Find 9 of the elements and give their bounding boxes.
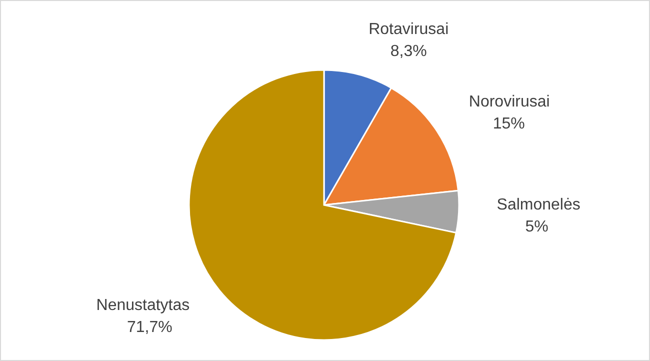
slice-label: Rotavirusai <box>368 20 449 38</box>
data-label: 15% <box>492 115 525 132</box>
data-label: 5% <box>525 218 548 236</box>
data-label: 71,7% <box>126 319 172 336</box>
slice-label: Norovirusai <box>468 93 550 110</box>
pie-slice <box>188 69 457 341</box>
data-label: 8,3% <box>390 42 427 60</box>
slice-label: Salmonelės <box>496 196 580 214</box>
slice-label: Nenustatytas <box>96 297 190 314</box>
